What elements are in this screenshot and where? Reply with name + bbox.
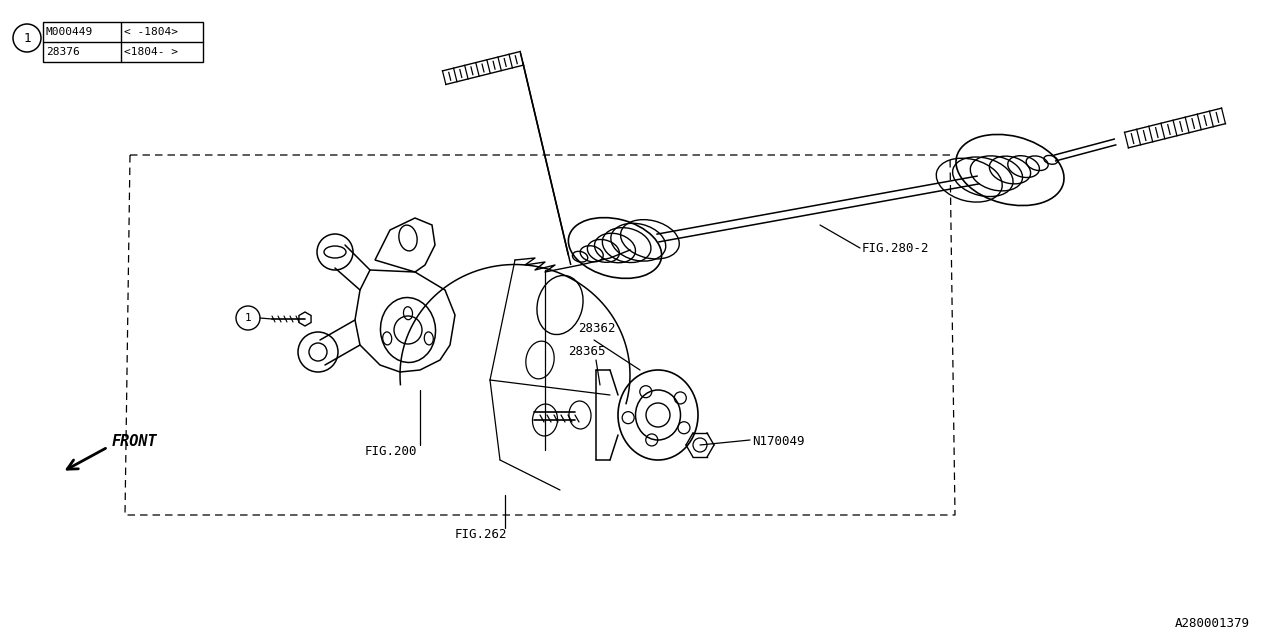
Text: 1: 1 — [23, 31, 31, 45]
Text: FIG.200: FIG.200 — [365, 445, 417, 458]
Text: <1804- >: <1804- > — [124, 47, 178, 57]
Text: 28362: 28362 — [579, 322, 616, 335]
Text: < -1804>: < -1804> — [124, 27, 178, 37]
Text: FIG.280-2: FIG.280-2 — [861, 242, 929, 255]
Text: A280001379: A280001379 — [1175, 617, 1251, 630]
Bar — [44, 22, 204, 62]
Text: N170049: N170049 — [753, 435, 805, 448]
Text: FRONT: FRONT — [113, 435, 157, 449]
Text: 1: 1 — [244, 313, 251, 323]
Text: 28365: 28365 — [568, 345, 605, 358]
Text: 28376: 28376 — [46, 47, 79, 57]
Text: M000449: M000449 — [46, 27, 93, 37]
Text: FIG.262: FIG.262 — [454, 528, 507, 541]
